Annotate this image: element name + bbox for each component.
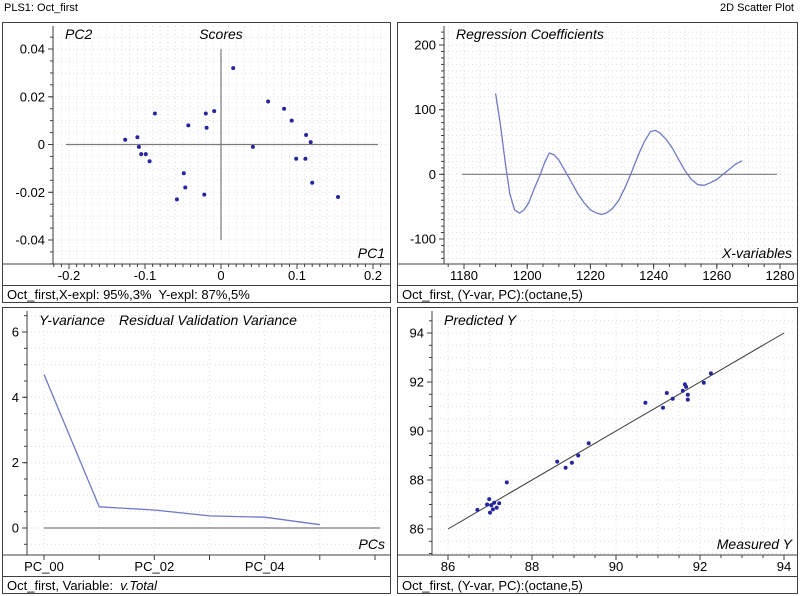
svg-text:88: 88 [410, 473, 424, 488]
scores-panel[interactable]: 0.04 0.02 0 -0.02 -0.04 -0.2 -0.1 0 0.1 0.2 PC2 Sco… [2, 22, 391, 303]
svg-text:90: 90 [609, 559, 623, 574]
svg-text:1260: 1260 [702, 268, 731, 283]
svg-text:X-variables: X-variables [721, 245, 792, 261]
svg-text:100: 100 [414, 102, 436, 117]
svg-text:92: 92 [410, 375, 424, 390]
variance-status-prefix: Oct_first, Variable: [7, 578, 121, 593]
data-points [123, 66, 340, 202]
svg-text:1220: 1220 [576, 268, 605, 283]
svg-text:0: 0 [429, 167, 436, 182]
regression-coefficients-panel[interactable]: 200 100 0 -100 1180 1200 1220 1240 1260 1280 Regre… [397, 22, 798, 303]
svg-text:Residual Validation Variance: Residual Validation Variance [119, 312, 297, 328]
svg-text:86: 86 [410, 522, 424, 537]
svg-text:Y-variance: Y-variance [39, 312, 105, 328]
svg-text:94: 94 [410, 326, 424, 341]
svg-text:0: 0 [38, 137, 45, 152]
svg-text:PC2: PC2 [65, 26, 92, 42]
svg-text:86: 86 [441, 559, 455, 574]
svg-text:0.02: 0.02 [20, 89, 45, 104]
svg-text:-0.1: -0.1 [134, 268, 156, 283]
regression-coefficients-chart: 200 100 0 -100 1180 1200 1220 1240 1260 1280 Regre… [398, 26, 797, 283]
svg-text:6: 6 [12, 325, 19, 340]
svg-text:PC_04: PC_04 [245, 559, 285, 574]
svg-text:0: 0 [217, 268, 224, 283]
svg-text:90: 90 [410, 424, 424, 439]
svg-text:92: 92 [693, 559, 707, 574]
scores-status-bar: Oct_first,X-expl: 95%,3% Y-expl: 87%,5% [3, 285, 390, 302]
svg-text:88: 88 [525, 559, 539, 574]
residual-variance-chart: 6 4 2 0 PC_00 PC_02 PC_04 Y-variance Residual Va… [3, 311, 390, 574]
svg-text:94: 94 [777, 559, 791, 574]
svg-text:PC_00: PC_00 [24, 559, 64, 574]
window-title: PLS1: Oct_first [4, 2, 78, 14]
svg-text:200: 200 [414, 38, 436, 53]
scores-chart: 0.04 0.02 0 -0.02 -0.04 -0.2 -0.1 0 0.1 0.2 PC2 Sco… [3, 26, 390, 283]
svg-text:Scores: Scores [199, 26, 243, 42]
data-curve [43, 374, 320, 526]
svg-text:1180: 1180 [450, 268, 478, 283]
svg-text:PC1: PC1 [358, 245, 385, 261]
svg-text:Predicted Y: Predicted Y [444, 312, 518, 328]
svg-text:1240: 1240 [639, 268, 668, 283]
data-points [475, 371, 713, 515]
predicted-vs-measured-chart: 94 92 90 88 86 86 88 90 92 94 Predicted Y Measured … [398, 311, 797, 574]
svg-text:2: 2 [12, 455, 19, 470]
svg-text:0.04: 0.04 [20, 42, 45, 57]
svg-text:-100: -100 [410, 232, 436, 247]
svg-text:-0.02: -0.02 [15, 185, 45, 200]
svg-text:1200: 1200 [513, 268, 542, 283]
svg-text:-0.04: -0.04 [15, 233, 45, 248]
svg-text:Regression Coefficients: Regression Coefficients [456, 26, 604, 42]
svg-text:0: 0 [12, 521, 19, 536]
predicted-status-bar: Oct_first, (Y-var, PC):(octane,5) [398, 576, 797, 593]
svg-text:-0.2: -0.2 [58, 268, 80, 283]
plot-type-label: 2D Scatter Plot [720, 2, 794, 14]
svg-text:4: 4 [12, 390, 19, 405]
svg-text:0.1: 0.1 [288, 268, 306, 283]
predicted-vs-measured-panel[interactable]: 94 92 90 88 86 86 88 90 92 94 Predicted Y Measured … [397, 307, 798, 594]
regression-status-bar: Oct_first, (Y-var, PC):(octane,5) [398, 285, 797, 302]
svg-text:PC_02: PC_02 [134, 559, 174, 574]
svg-text:1280: 1280 [766, 268, 795, 283]
data-curve [494, 93, 743, 216]
residual-variance-panel[interactable]: 6 4 2 0 PC_00 PC_02 PC_04 Y-variance Residual Va… [2, 307, 391, 594]
svg-text:0.2: 0.2 [364, 268, 382, 283]
variance-status-variable: v.Total [120, 578, 158, 593]
svg-text:Measured Y: Measured Y [717, 536, 794, 552]
variance-status-bar: Oct_first, Variable: v.Total [3, 576, 390, 593]
svg-text:PCs: PCs [359, 536, 385, 552]
